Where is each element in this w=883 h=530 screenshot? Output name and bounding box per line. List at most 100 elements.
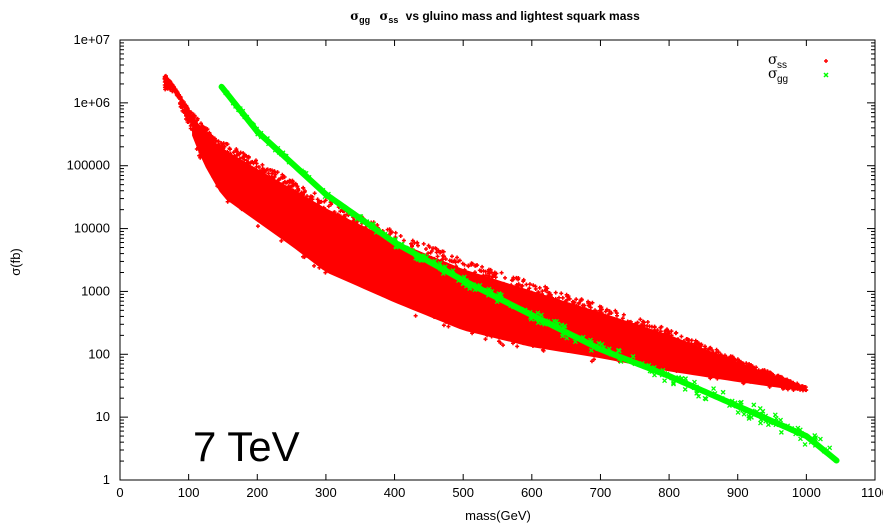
sigma-ss-point xyxy=(291,183,296,188)
sigma-gg-point xyxy=(541,320,547,326)
sigma-ss-point xyxy=(191,112,196,117)
sigma-gg-point xyxy=(347,210,353,216)
sigma-ss-point xyxy=(776,373,781,378)
sigma-ss-point xyxy=(449,254,454,259)
sigma-ss-point xyxy=(490,274,495,279)
sigma-gg-point xyxy=(596,340,602,346)
sigma-ss-point xyxy=(621,312,626,317)
sigma-ss-point xyxy=(511,275,516,280)
sigma-ss-point xyxy=(280,175,285,180)
sigma-ss-point xyxy=(647,324,652,329)
sigma-ss-point xyxy=(545,286,550,291)
sigma-gg-point xyxy=(472,287,478,293)
sigma-gg-point xyxy=(580,334,586,340)
sigma-gg-point xyxy=(494,299,500,305)
sigma-ss-point xyxy=(557,295,562,300)
title-text: vs gluino mass and lightest squark mass xyxy=(406,9,640,23)
x-tick-label: 600 xyxy=(521,485,543,500)
sigma-gg-point xyxy=(748,410,754,416)
sigma-ss-point xyxy=(483,269,488,274)
sigma-gg-point xyxy=(439,267,445,273)
legend: σ ss σ gg xyxy=(768,52,829,85)
sigma-gg-point xyxy=(765,422,771,428)
sigma-ss-point xyxy=(186,110,191,115)
sigma-gg-point xyxy=(532,312,538,318)
sigma-gg-point xyxy=(670,380,676,386)
sigma-ss-point xyxy=(213,138,218,143)
legend-sigma-ss-subscript: ss xyxy=(777,60,787,71)
sigma-gg-point xyxy=(740,408,746,413)
sigma-ss-point xyxy=(168,83,173,88)
sigma-ss-point xyxy=(580,303,585,308)
sigma-ss-point xyxy=(342,214,347,219)
sigma-gg-point xyxy=(646,362,652,368)
sigma-gg-point xyxy=(711,386,717,392)
sigma-gg-point xyxy=(286,158,292,164)
sigma-ss-point xyxy=(597,304,602,309)
y-tick-label: 1e+06 xyxy=(73,95,110,110)
sigma-gg-point xyxy=(560,333,566,339)
sigma-gg-point xyxy=(719,395,725,401)
sigma-ss-point xyxy=(426,251,431,256)
sigma-gg-point xyxy=(338,204,344,210)
sigma-gg-point xyxy=(474,283,480,289)
sigma-ss-point xyxy=(326,204,331,209)
sigma-ss-point xyxy=(301,185,306,190)
x-tick-label: 100 xyxy=(178,485,200,500)
sigma-ss-point xyxy=(242,157,247,162)
sigma-gg-point xyxy=(237,107,243,113)
sigma-gg-point xyxy=(827,445,833,451)
sigma-ss-point xyxy=(446,324,451,329)
sigma-ss-point xyxy=(543,288,548,293)
sigma-ss-point xyxy=(401,238,406,243)
legend-sigma-ss-marker xyxy=(824,59,828,63)
sigma-ss-point xyxy=(315,197,320,202)
sigma-gg-point xyxy=(608,351,614,357)
y-tick-label: 1 xyxy=(103,472,110,487)
title-sigma-ss-symbol: σ xyxy=(379,9,388,23)
sigma-gg-point xyxy=(492,293,498,299)
sigma-ss-point xyxy=(501,343,506,348)
sigma-gg-point xyxy=(651,364,657,370)
sigma-ss-point xyxy=(253,159,258,164)
sigma-ss-point xyxy=(574,297,579,302)
sigma-gg-point xyxy=(411,250,417,256)
sigma-ss-point xyxy=(592,357,597,362)
sigma-ss-point xyxy=(685,337,690,342)
sigma-gg-point xyxy=(461,274,467,280)
sigma-gg-point xyxy=(496,291,502,297)
sigma-gg-point xyxy=(266,141,271,147)
sigma-ss-point xyxy=(450,259,455,264)
x-tick-label: 900 xyxy=(727,485,749,500)
sigma-ss-point xyxy=(667,331,672,336)
sigma-gg-point xyxy=(349,211,355,217)
sigma-gg-point xyxy=(760,408,766,414)
sigma-ss-point xyxy=(641,319,646,324)
sigma-gg-point xyxy=(763,413,769,419)
sigma-gg-point xyxy=(456,278,462,284)
sigma-ss-point xyxy=(436,248,441,253)
sigma-gg-point xyxy=(772,412,778,418)
sigma-gg-point xyxy=(759,411,765,417)
sigma-gg-point xyxy=(746,413,752,419)
sigma-ss-point xyxy=(262,167,267,172)
title-sigma-ss-subscript: ss xyxy=(388,15,398,25)
sigma-ss-point xyxy=(174,88,179,93)
sigma-gg-point xyxy=(498,296,504,301)
sigma-ss-band xyxy=(192,115,803,392)
sigma-ss-point xyxy=(180,105,185,110)
sigma-ss-point xyxy=(527,282,532,287)
sigma-gg-point xyxy=(419,258,425,264)
sigma-ss-point xyxy=(305,194,310,199)
sigma-ss-point xyxy=(179,99,184,104)
sigma-gg-point xyxy=(522,307,528,313)
sigma-ss-point xyxy=(219,140,224,145)
sigma-ss-point xyxy=(516,277,521,282)
sigma-ss-point xyxy=(553,290,558,295)
sigma-gg-point xyxy=(396,244,402,250)
sigma-gg-point xyxy=(737,400,743,406)
sigma-ss-point xyxy=(438,250,443,255)
sigma-ss-point xyxy=(754,365,759,370)
sigma-ss-point xyxy=(560,295,565,300)
sigma-ss-point xyxy=(531,283,536,288)
